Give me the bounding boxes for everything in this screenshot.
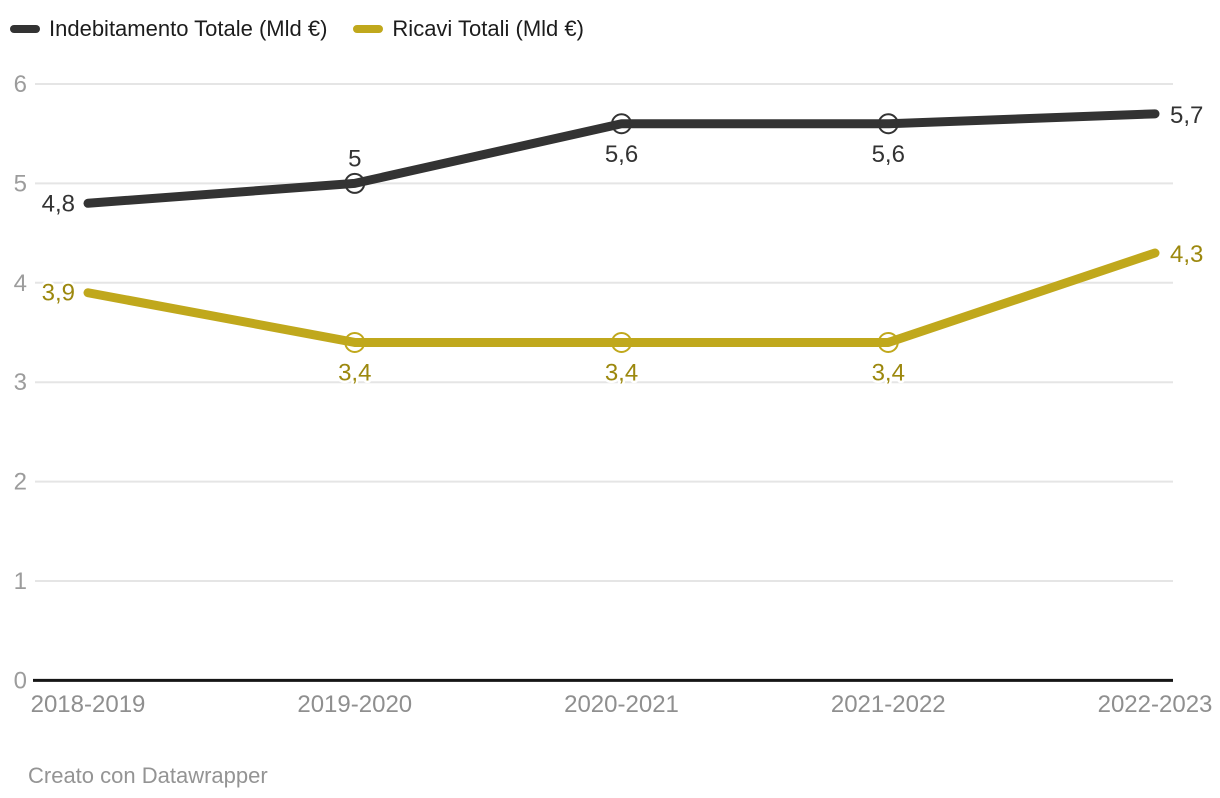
x-tick-label: 2018-2019 [31,691,146,718]
point-marker [344,172,366,194]
y-tick-label: 3 [14,369,27,396]
point-label: 5,6 [872,141,905,168]
point-label: 3,4 [338,359,371,386]
x-tick-label: 2021-2022 [831,691,946,718]
x-tick-label: 2020-2021 [564,691,679,718]
legend-item-indebitamento: Indebitamento Totale (Mld €) [10,16,327,42]
point-marker [344,331,366,353]
legend: Indebitamento Totale (Mld €) Ricavi Tota… [10,16,584,42]
y-tick-label: 0 [14,667,27,694]
point-marker [877,331,899,353]
point-marker [611,331,632,353]
y-tick-label: 4 [14,270,27,297]
point-marker [877,113,899,135]
point-label: 4,8 [42,190,75,217]
point-label: 5 [348,145,361,172]
y-tick-label: 1 [14,568,27,595]
legend-item-ricavi: Ricavi Totali (Mld €) [353,16,584,42]
legend-label: Indebitamento Totale (Mld €) [49,16,328,41]
series-line [83,109,1160,208]
point-marker [611,113,632,135]
point-label: 5,7 [1170,102,1203,129]
point-label: 3,4 [605,359,638,386]
y-tick-label: 5 [14,170,27,197]
x-tick-label: 2019-2020 [297,691,412,718]
legend-label: Ricavi Totali (Mld €) [392,16,584,41]
series-line [83,248,1160,347]
point-label: 3,4 [872,359,905,386]
point-label: 5,6 [605,141,638,168]
legend-dash-icon [353,25,384,33]
y-tick-label: 6 [14,71,27,98]
y-tick-label: 2 [14,469,27,496]
point-label: 4,3 [1170,241,1203,268]
point-label: 3,9 [42,280,75,307]
datawrapper-attribution-link[interactable]: Creato con Datawrapper [28,763,268,788]
x-tick-label: 2022-2023 [1098,691,1213,718]
legend-dash-icon [10,25,40,33]
